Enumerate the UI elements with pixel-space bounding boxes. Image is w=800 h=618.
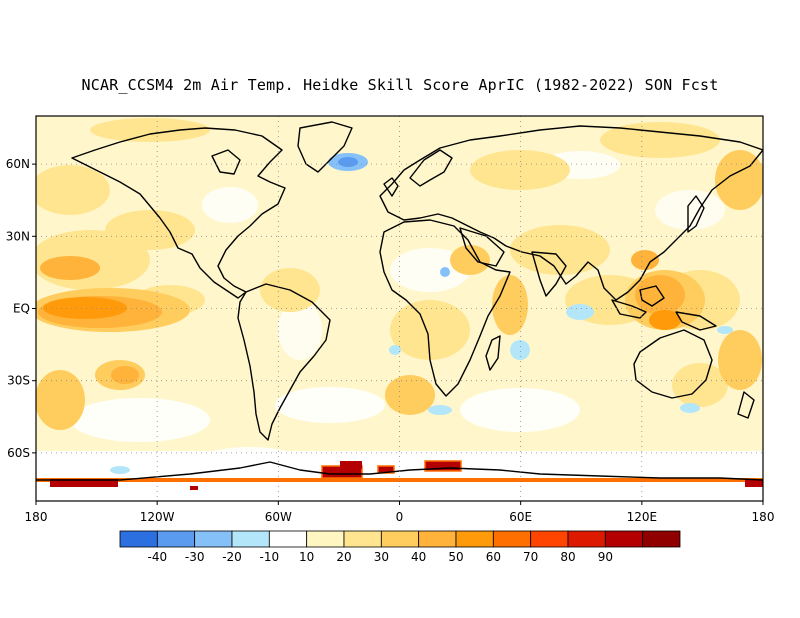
japan-outline xyxy=(687,195,705,233)
x-tick-label: 120W xyxy=(140,510,175,524)
eurasia-outline xyxy=(379,125,763,301)
colorbar: -40 -30 -20 -10 10 20 30 40 50 60 70 80 90 xyxy=(119,530,681,564)
colorbar-label: 30 xyxy=(374,550,389,564)
map-title: NCAR_CCSM4 2m Air Temp. Heidke Skill Sco… xyxy=(81,76,719,94)
graticule xyxy=(36,116,763,501)
north-america-outline xyxy=(71,127,286,299)
skill-field xyxy=(36,116,763,490)
colorbar-swatch xyxy=(455,530,494,548)
colorbar-swatch xyxy=(194,530,233,548)
colorbar-label: 90 xyxy=(598,550,613,564)
x-tick-label: 180 xyxy=(752,510,775,524)
coastlines xyxy=(36,121,763,481)
colorbar-swatch xyxy=(231,530,270,548)
new-guinea-outline xyxy=(675,311,717,331)
x-tick-label: 60W xyxy=(265,510,292,524)
colorbar-swatch xyxy=(642,530,681,548)
x-tick-label: 0 xyxy=(396,510,404,524)
colorbar-label: 60 xyxy=(486,550,501,564)
colorbar-swatch xyxy=(418,530,457,548)
colorbar-swatch xyxy=(604,530,644,548)
australia-outline xyxy=(633,329,713,399)
colorbar-swatch xyxy=(343,530,382,548)
colorbar-swatch xyxy=(119,530,158,548)
south-america-outline xyxy=(237,283,331,441)
colorbar-swatch xyxy=(380,530,420,548)
y-tick-label: 30S xyxy=(7,374,30,388)
greenland-outline xyxy=(297,121,353,173)
colorbar-label: -10 xyxy=(260,550,280,564)
y-tick-label: 60S xyxy=(7,446,30,460)
hudson-bay-outline xyxy=(211,149,241,175)
colorbar-swatch xyxy=(567,530,606,548)
colorbar-label: 20 xyxy=(336,550,351,564)
madagascar-outline xyxy=(485,335,501,371)
colorbar-label: 70 xyxy=(523,550,538,564)
colorbar-label: -20 xyxy=(222,550,242,564)
colorbar-label: 40 xyxy=(411,550,426,564)
y-tick-label: EQ xyxy=(13,302,30,316)
antarctica-outline xyxy=(36,461,763,481)
x-tick-label: 60E xyxy=(509,510,532,524)
colorbar-label: 50 xyxy=(448,550,463,564)
new-zealand-outline xyxy=(737,391,755,419)
africa-outline xyxy=(379,219,511,397)
colorbar-swatch xyxy=(268,530,308,548)
india-outline xyxy=(531,251,567,297)
y-tick-label: 30N xyxy=(6,229,30,243)
colorbar-label: 80 xyxy=(560,550,575,564)
indonesia-outline xyxy=(611,299,647,319)
colorbar-label: -30 xyxy=(185,550,205,564)
colorbar-swatch xyxy=(306,530,345,548)
colorbar-label: -40 xyxy=(148,550,168,564)
y-axis: 60N 30N EQ 30S 60S xyxy=(6,157,36,460)
map-plot-area xyxy=(36,116,763,501)
colorbar-swatch xyxy=(530,530,569,548)
x-tick-label: 120E xyxy=(627,510,658,524)
colorbar-label: 10 xyxy=(299,550,314,564)
colorbar-swatch xyxy=(156,530,196,548)
x-tick-label: 180 xyxy=(25,510,48,524)
scandinavia-outline xyxy=(409,149,453,187)
y-tick-label: 60N xyxy=(6,157,30,171)
borneo-outline xyxy=(639,285,665,307)
colorbar-swatch xyxy=(492,530,532,548)
british-isles-outline xyxy=(383,177,399,197)
x-axis: 180 120W 60W 0 60E 120E 180 xyxy=(25,501,775,524)
